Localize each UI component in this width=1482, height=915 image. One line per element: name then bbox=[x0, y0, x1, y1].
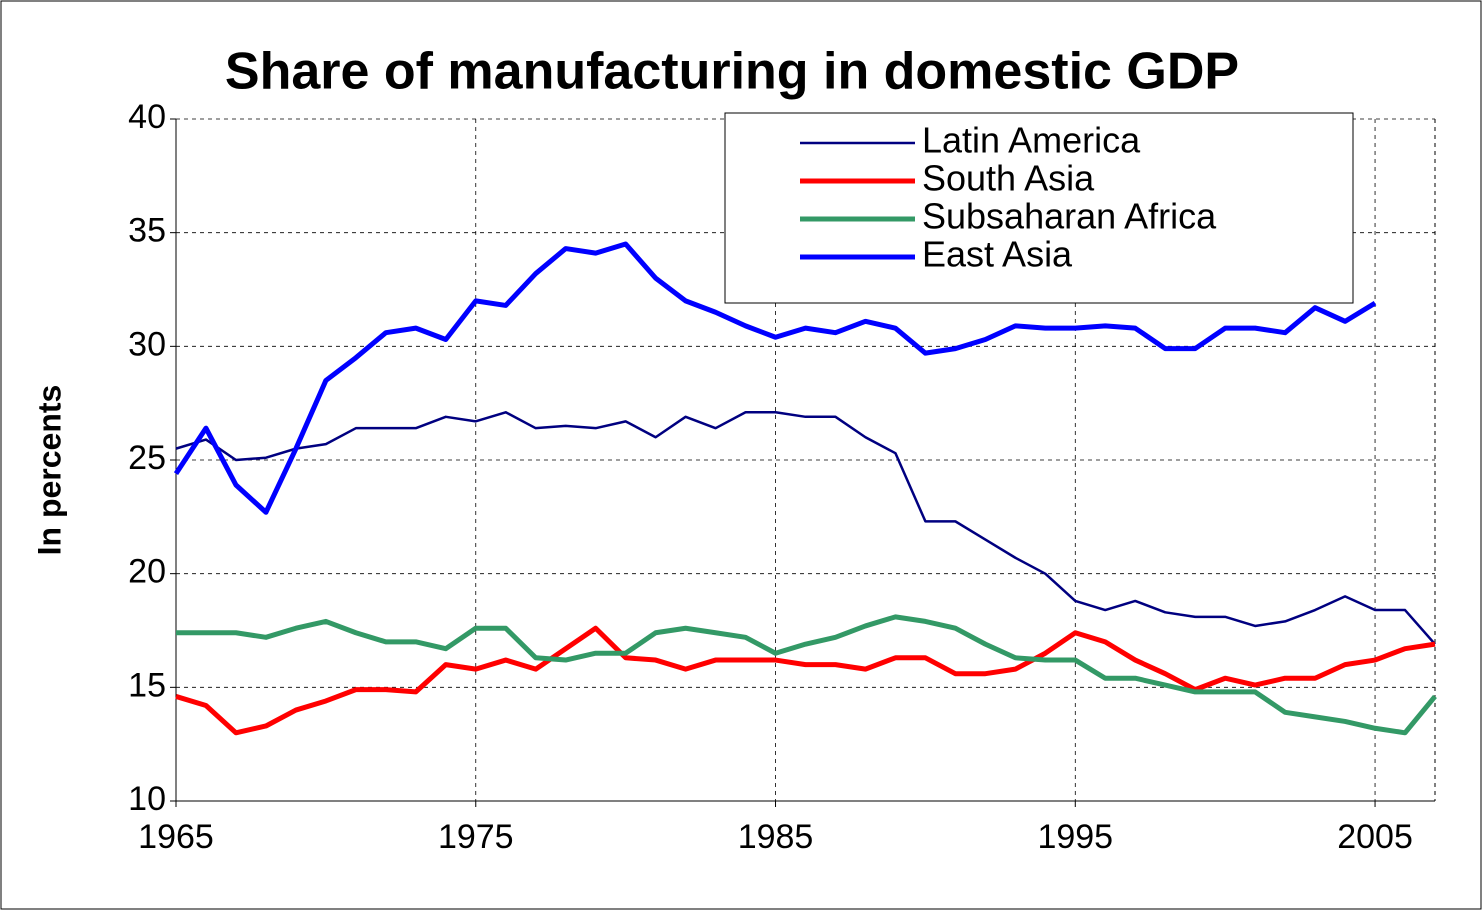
x-tick-label: 1975 bbox=[438, 818, 514, 856]
y-tick-label: 30 bbox=[128, 325, 166, 363]
x-tick-label: 1965 bbox=[138, 818, 214, 856]
line-series bbox=[176, 614, 1437, 736]
legend-box bbox=[724, 112, 1354, 304]
y-tick-label: 35 bbox=[128, 212, 166, 250]
chart-title: Share of manufacturing in domestic GDP bbox=[225, 43, 1239, 101]
line-series bbox=[175, 411, 1436, 645]
y-tick-label: 10 bbox=[128, 780, 166, 818]
x-tick-label: 1995 bbox=[1037, 818, 1113, 856]
y-axis-label: In percents bbox=[31, 385, 67, 556]
y-tick-label: 40 bbox=[128, 98, 166, 136]
x-tick-label: 1985 bbox=[738, 818, 814, 856]
y-tick-label: 20 bbox=[128, 553, 166, 591]
y-tick-label: 15 bbox=[128, 666, 166, 704]
y-tick-label: 25 bbox=[128, 439, 166, 477]
legend-label: East Asia bbox=[922, 234, 1073, 275]
line-series bbox=[173, 241, 1377, 515]
legend-label: Subsaharan Africa bbox=[922, 196, 1217, 237]
line-series bbox=[175, 625, 1436, 736]
x-tick-label: 2005 bbox=[1337, 818, 1413, 856]
legend-label: Latin America bbox=[922, 120, 1141, 161]
legend-label: South Asia bbox=[922, 158, 1095, 199]
